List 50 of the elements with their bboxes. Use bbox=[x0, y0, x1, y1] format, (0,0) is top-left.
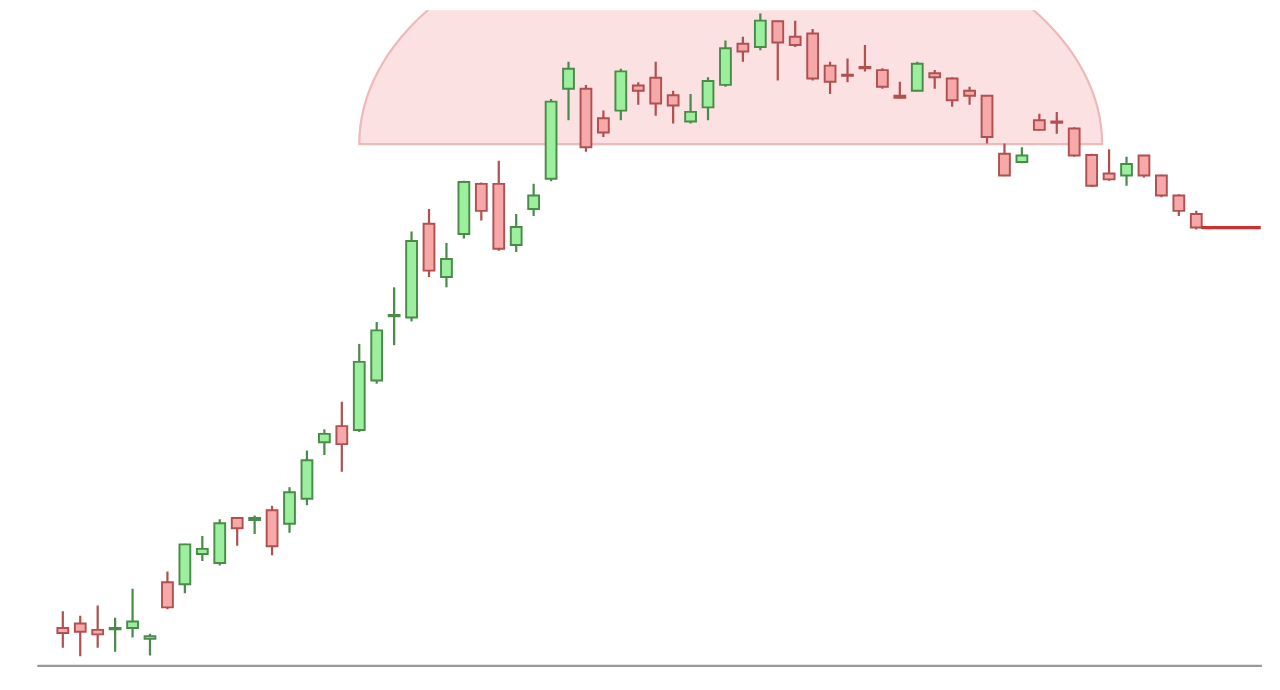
candlestick bbox=[213, 518, 227, 567]
candlestick bbox=[474, 181, 488, 222]
candlestick bbox=[1120, 155, 1133, 187]
candlestick bbox=[788, 19, 802, 49]
candlestick bbox=[265, 504, 279, 557]
candlestick bbox=[876, 67, 889, 90]
candlestick bbox=[248, 514, 262, 536]
candlestick bbox=[108, 616, 122, 653]
candlestick bbox=[980, 94, 994, 145]
candlestick bbox=[195, 534, 209, 563]
candlestick bbox=[73, 614, 87, 658]
candlestick bbox=[283, 486, 296, 534]
candlestick bbox=[666, 89, 680, 125]
candlestick bbox=[143, 632, 157, 657]
candlestick bbox=[597, 109, 610, 139]
candlestick bbox=[649, 60, 663, 117]
candlestick bbox=[753, 12, 767, 52]
candlestick bbox=[318, 428, 331, 457]
candlestick bbox=[1050, 110, 1064, 135]
candlestick bbox=[945, 76, 959, 108]
candlestick bbox=[161, 570, 174, 611]
candlestick bbox=[562, 60, 575, 122]
candlestick bbox=[614, 67, 628, 122]
candlestick bbox=[91, 604, 105, 649]
candlestick bbox=[701, 76, 715, 122]
candlestick bbox=[1172, 193, 1186, 218]
candlestick bbox=[1067, 126, 1081, 158]
candlestick bbox=[998, 142, 1011, 178]
candlestick bbox=[440, 241, 453, 289]
candlestick bbox=[527, 182, 541, 218]
candlestick bbox=[719, 39, 732, 88]
candlestick bbox=[631, 81, 645, 106]
candlestick bbox=[230, 516, 244, 547]
candlestick bbox=[823, 60, 837, 95]
candlestick bbox=[841, 57, 854, 84]
candlestick bbox=[335, 400, 349, 473]
candlestick bbox=[300, 449, 314, 507]
candlestick bbox=[806, 27, 820, 82]
candlestick bbox=[736, 35, 750, 63]
candlestick bbox=[858, 43, 872, 73]
candlestick bbox=[387, 286, 401, 347]
candlestick bbox=[928, 69, 942, 90]
candlestick bbox=[509, 212, 523, 254]
candlestick bbox=[422, 207, 436, 279]
candlestick bbox=[178, 542, 192, 595]
candlestick bbox=[771, 19, 785, 82]
candlestick bbox=[910, 60, 924, 93]
candlestick bbox=[56, 610, 70, 649]
candlestick bbox=[684, 92, 697, 125]
candlestick bbox=[126, 587, 139, 639]
